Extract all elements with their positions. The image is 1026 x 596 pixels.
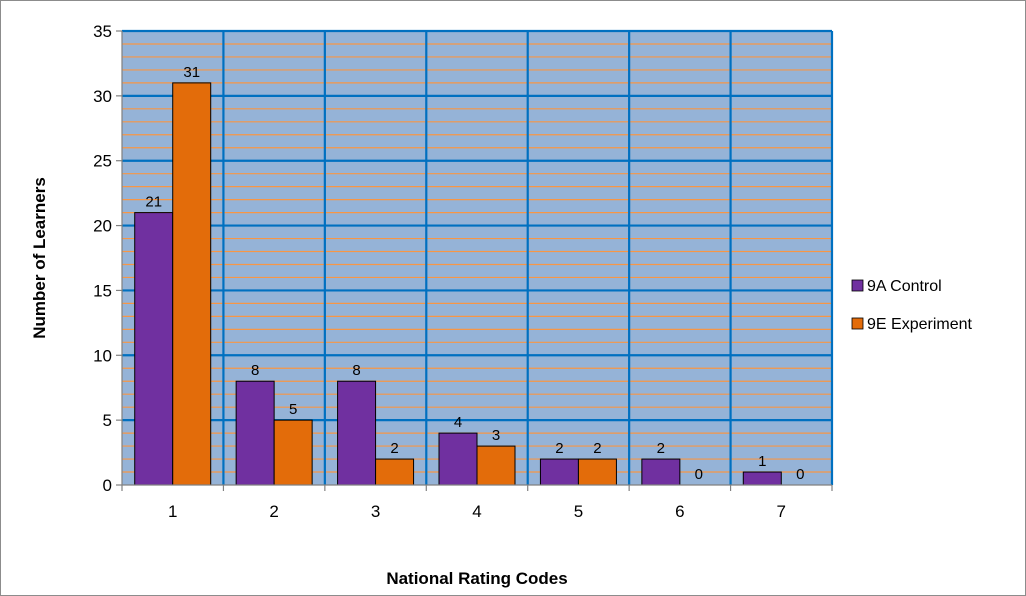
data-label: 0 xyxy=(695,466,703,483)
y-tick-label: 5 xyxy=(103,411,112,430)
data-label: 5 xyxy=(289,401,297,418)
y-tick-label: 30 xyxy=(93,87,112,106)
data-label: 2 xyxy=(657,440,665,457)
data-label: 2 xyxy=(593,440,601,457)
data-label: 8 xyxy=(251,362,259,379)
minor-gridlines xyxy=(122,43,832,473)
x-tick-label: 1 xyxy=(168,502,177,521)
bar-9e-experiment-2 xyxy=(273,419,313,486)
data-label: 21 xyxy=(145,194,162,211)
bar-9a-control-7 xyxy=(742,471,782,486)
x-tick-label: 2 xyxy=(269,502,278,521)
data-label: 31 xyxy=(183,64,200,81)
x-tick-label: 7 xyxy=(777,502,786,521)
y-tick-label: 20 xyxy=(93,217,112,236)
data-label: 2 xyxy=(390,440,398,457)
x-tick-label: 5 xyxy=(574,502,583,521)
bar-9e-experiment-1 xyxy=(172,82,212,486)
bar-9a-control-1 xyxy=(134,212,174,486)
bar-9a-control-3 xyxy=(337,380,377,486)
data-label: 3 xyxy=(492,427,500,444)
x-axis-title: National Rating Codes xyxy=(386,569,567,588)
y-tick-label: 35 xyxy=(93,22,112,41)
legend-label: 9A Control xyxy=(867,278,942,295)
bars xyxy=(134,82,782,486)
x-tick-label: 4 xyxy=(472,502,481,521)
bar-9a-control-5 xyxy=(539,458,579,486)
data-label: 0 xyxy=(796,466,804,483)
x-tick-label: 6 xyxy=(675,502,684,521)
plot-area xyxy=(122,31,832,485)
legend-swatch xyxy=(851,317,864,330)
data-label: 8 xyxy=(352,362,360,379)
legend-swatch xyxy=(851,279,864,292)
legend: 9A Control 9E Experiment xyxy=(851,278,972,333)
y-axis-title: Number of Learners xyxy=(30,177,49,339)
bar-9e-experiment-3 xyxy=(375,458,415,486)
x-tick-label: 3 xyxy=(371,502,380,521)
data-label: 1 xyxy=(758,453,766,470)
data-label: 2 xyxy=(555,440,563,457)
data-label: 4 xyxy=(454,414,462,431)
legend-label: 9E Experiment xyxy=(867,316,972,333)
bar-9a-control-6 xyxy=(641,458,681,486)
y-tick-label: 0 xyxy=(103,476,112,495)
y-tick-label: 25 xyxy=(93,152,112,171)
bar-9a-control-2 xyxy=(235,380,275,486)
y-tick-label: 15 xyxy=(93,281,112,300)
y-tick-label: 10 xyxy=(93,346,112,365)
bar-9a-control-4 xyxy=(438,432,478,486)
bar-9e-experiment-4 xyxy=(476,445,516,486)
bar-9e-experiment-5 xyxy=(577,458,617,486)
